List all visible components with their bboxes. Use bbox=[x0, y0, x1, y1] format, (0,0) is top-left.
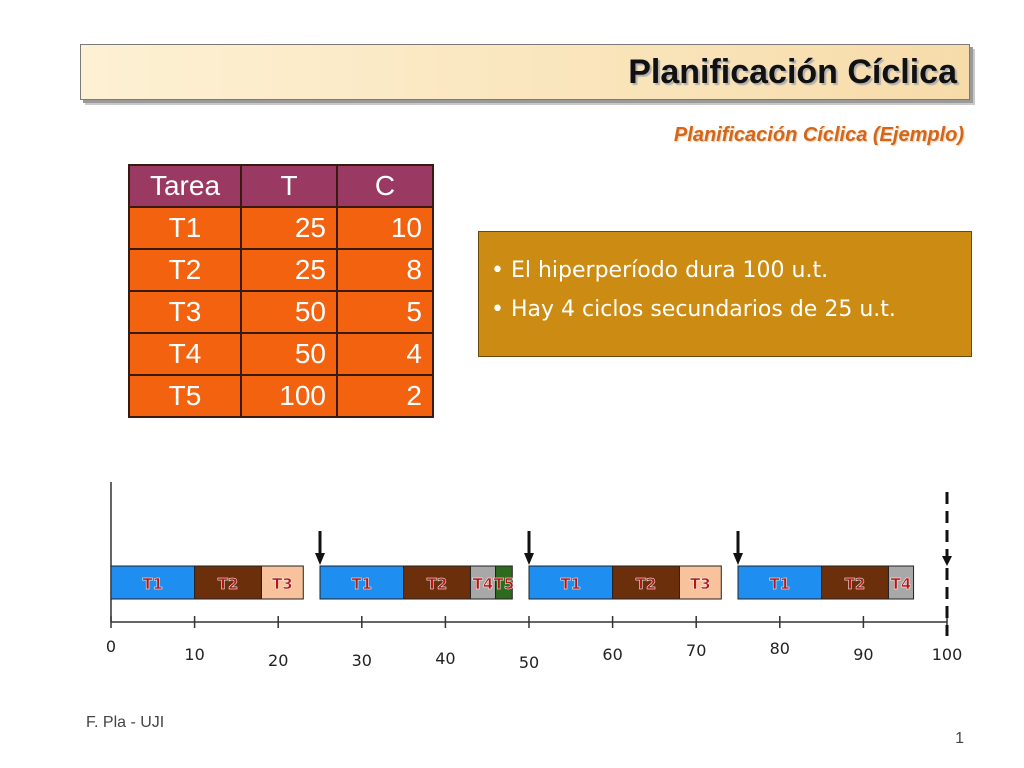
header-cost: C bbox=[336, 164, 434, 208]
info-bullet-text: Hay 4 ciclos secundarios de 25 u.t. bbox=[510, 297, 896, 322]
schedule-block-label: T2 bbox=[218, 575, 239, 593]
table-row: T1 25 10 bbox=[128, 206, 434, 250]
info-bullet: • El hiperperíodo dura 100 u.t. bbox=[491, 258, 829, 283]
schedule-block bbox=[495, 565, 513, 600]
schedule-block-label: T3 bbox=[690, 575, 711, 593]
schedule-block-label: T2 bbox=[427, 575, 448, 593]
schedule-block-label: T1 bbox=[769, 575, 790, 593]
hyperperiod-marker-head bbox=[942, 556, 952, 566]
cell-cost: 2 bbox=[336, 374, 434, 418]
table-row: T3 50 5 bbox=[128, 290, 434, 334]
slide-subtitle: Planificación Cíclica (Ejemplo) bbox=[673, 124, 964, 146]
schedule-block bbox=[737, 565, 823, 600]
cell-cost: 10 bbox=[336, 206, 434, 250]
task-table-header-row: Tarea T C bbox=[128, 164, 434, 208]
table-row: T4 50 4 bbox=[128, 332, 434, 376]
info-bullet: • Hay 4 ciclos secundarios de 25 u.t. bbox=[491, 297, 896, 322]
schedule-block-label: T5 bbox=[494, 575, 515, 593]
schedule-block-label: T2 bbox=[845, 575, 866, 593]
minor-cycle-arrow-head bbox=[315, 553, 325, 565]
footer-author: F. Pla - UJI bbox=[86, 714, 165, 731]
cell-task: T2 bbox=[128, 248, 242, 292]
schedule-block-label: T3 bbox=[272, 575, 293, 593]
cell-task: T3 bbox=[128, 290, 242, 334]
schedule-block bbox=[194, 565, 262, 600]
header-tarea: Tarea bbox=[128, 164, 242, 208]
table-row: T2 25 8 bbox=[128, 248, 434, 292]
schedule-block bbox=[887, 565, 915, 600]
task-table: Tarea T C T1 25 10 T2 25 8 T3 50 5 T4 50… bbox=[128, 164, 434, 418]
cell-period: 25 bbox=[240, 248, 338, 292]
axis-tick-label: 0 bbox=[106, 637, 116, 656]
cell-period: 50 bbox=[240, 332, 338, 376]
axis-tick-label: 60 bbox=[602, 645, 622, 664]
schedule-block-label: T4 bbox=[891, 575, 912, 593]
schedule-block bbox=[821, 565, 889, 600]
axis-tick-label: 30 bbox=[352, 651, 372, 670]
schedule-block bbox=[469, 565, 497, 600]
cell-cost: 5 bbox=[336, 290, 434, 334]
axis-tick-label: 70 bbox=[686, 641, 706, 660]
title-banner: Planificación Cíclica bbox=[80, 44, 970, 100]
axis-tick-label: 50 bbox=[519, 653, 539, 672]
cell-period: 50 bbox=[240, 290, 338, 334]
cell-task: T5 bbox=[128, 374, 242, 418]
axis-tick-label: 90 bbox=[853, 645, 873, 664]
axis-tick-label: 20 bbox=[268, 651, 288, 670]
schedule-block bbox=[260, 565, 304, 600]
axis-tick-label: 100 bbox=[932, 645, 963, 664]
slide-title: Planificación Cíclica bbox=[628, 53, 957, 91]
cell-task: T1 bbox=[128, 206, 242, 250]
cell-cost: 8 bbox=[336, 248, 434, 292]
schedule-block-label: T1 bbox=[351, 575, 372, 593]
schedule-block-label: T1 bbox=[560, 575, 581, 593]
axis-tick-label: 80 bbox=[770, 639, 790, 658]
schedule-block bbox=[110, 565, 196, 600]
info-bullet-text: El hiperperíodo dura 100 u.t. bbox=[510, 258, 829, 283]
schedule-block bbox=[528, 565, 614, 600]
cell-period: 100 bbox=[240, 374, 338, 418]
table-row: T5 100 2 bbox=[128, 374, 434, 418]
schedule-block bbox=[403, 565, 471, 600]
header-period: T bbox=[240, 164, 338, 208]
schedule-block bbox=[319, 565, 405, 600]
cell-task: T4 bbox=[128, 332, 242, 376]
schedule-block-label: T1 bbox=[142, 575, 163, 593]
axis-tick-label: 40 bbox=[435, 649, 455, 668]
axis-tick-label: 10 bbox=[184, 645, 204, 664]
page-number: 1 bbox=[955, 730, 964, 747]
schedule-block-label: T4 bbox=[473, 575, 494, 593]
minor-cycle-arrow-head bbox=[733, 553, 743, 565]
hyperperiod-info-box: • El hiperperíodo dura 100 u.t. • Hay 4 … bbox=[478, 231, 972, 357]
cell-period: 25 bbox=[240, 206, 338, 250]
schedule-block-label: T2 bbox=[636, 575, 657, 593]
cell-cost: 4 bbox=[336, 332, 434, 376]
schedule-block bbox=[678, 565, 722, 600]
minor-cycle-arrow-head bbox=[524, 553, 534, 565]
